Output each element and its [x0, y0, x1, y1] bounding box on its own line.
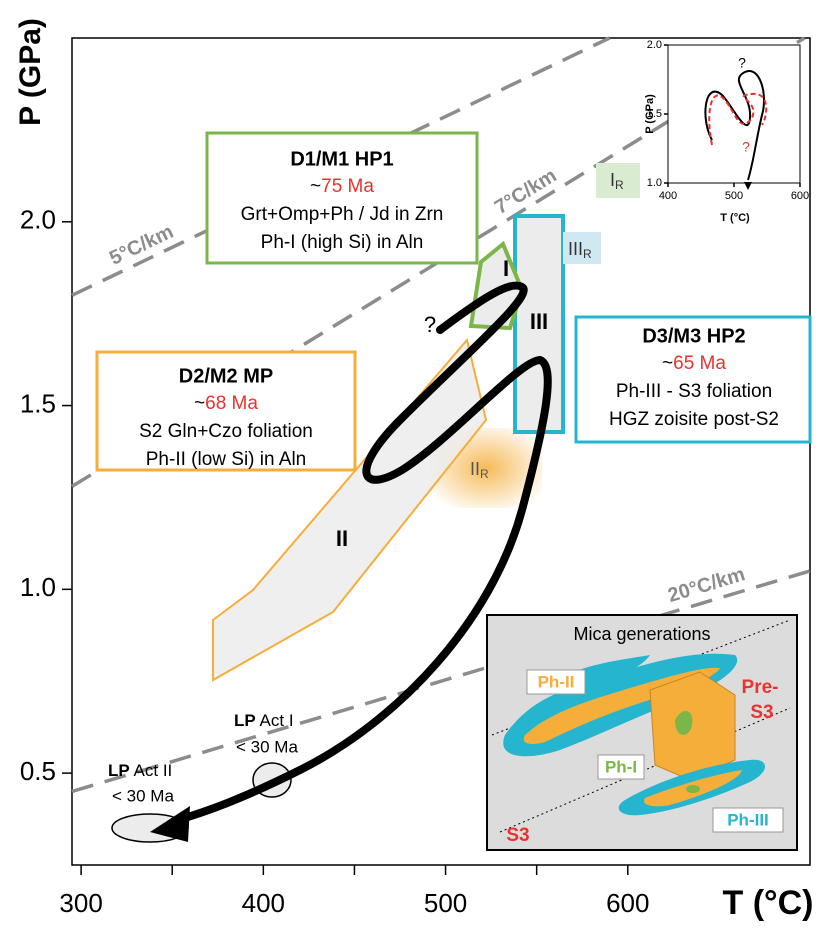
- lp-text: Act I: [260, 711, 294, 730]
- figure: 5°C/km7°C/km20°C/km I II III IIR IIIR ? …: [0, 0, 826, 928]
- mica-grain: [686, 785, 700, 793]
- lp-label: LP Act II: [108, 761, 172, 780]
- mica-title: Mica generations: [573, 624, 710, 644]
- box-age: ~68 Ma: [194, 393, 258, 414]
- mica-label: Ph-III: [727, 810, 769, 829]
- x-tick-label: 600: [791, 190, 809, 202]
- field-label: I: [503, 256, 509, 281]
- x-tick-label: 400: [242, 888, 285, 918]
- box-line: Ph-I (high Si) in Aln: [261, 232, 424, 253]
- age: 68 Ma: [205, 393, 258, 414]
- age-prefix: ~: [662, 353, 673, 374]
- box-line: HGZ zoisite post-S2: [609, 409, 779, 430]
- retro-main: III: [568, 239, 583, 259]
- box-title: D2/M2 MP: [179, 365, 273, 387]
- y-tick-label: 0.5: [20, 756, 56, 786]
- box-age: ~65 Ma: [662, 353, 726, 374]
- mica-label: Ph-II: [538, 672, 575, 691]
- x-tick-label: 400: [659, 190, 677, 202]
- age-prefix: ~: [310, 176, 321, 197]
- y-tick-label: 2.0: [647, 39, 662, 51]
- age: 75 Ma: [321, 176, 374, 197]
- inset-x-title: T (°C): [720, 212, 750, 224]
- x-tick-label: 300: [59, 888, 102, 918]
- box-line: Ph-II (low Si) in Aln: [146, 449, 307, 470]
- mica-label: S3: [506, 825, 529, 846]
- y-tick-label: 1.0: [647, 177, 662, 189]
- y-tick-label: 2.0: [20, 205, 56, 235]
- y-tick-label: 1.5: [647, 108, 662, 120]
- question-mark: ?: [424, 312, 436, 337]
- retro-sub: R: [583, 247, 592, 261]
- box-title: D3/M3 HP2: [642, 325, 745, 347]
- box-age: ~75 Ma: [310, 176, 374, 197]
- box-line: Ph-III - S3 foliation: [616, 381, 772, 402]
- lp-age: < 30 Ma: [112, 786, 174, 805]
- field-label: III: [530, 309, 548, 334]
- x-tick-label: 500: [725, 190, 743, 202]
- inset-question: ?: [742, 139, 750, 155]
- y-tick-label: 1.5: [20, 388, 56, 418]
- lp-bold: LP: [108, 761, 130, 780]
- mica-label: Ph-I: [605, 757, 637, 776]
- box-line: S2 Gln+Czo foliation: [139, 421, 313, 442]
- y-tick-label: 1.0: [20, 572, 56, 602]
- age: 65 Ma: [673, 353, 726, 374]
- lp-label: LP Act I: [234, 711, 294, 730]
- field-label: II: [336, 526, 348, 551]
- x-tick-label: 500: [424, 888, 467, 918]
- mica-label: S3: [750, 702, 773, 723]
- lp-bold: LP: [234, 711, 256, 730]
- box-title: D1/M1 HP1: [290, 148, 393, 170]
- retro-sub: R: [615, 178, 624, 192]
- x-tick-label: 600: [606, 888, 649, 918]
- retro-sub: R: [480, 467, 489, 481]
- retro-main: II: [470, 459, 480, 479]
- mica-grain: [650, 672, 735, 780]
- age-prefix: ~: [194, 393, 205, 414]
- lp-text: Act II: [134, 761, 173, 780]
- y-axis-title: P (GPa): [14, 18, 47, 126]
- lp-age: < 30 Ma: [236, 737, 298, 756]
- box-line: Grt+Omp+Ph / Jd in Zrn: [241, 204, 444, 225]
- inset-frame: [668, 45, 800, 183]
- inset-question: ?: [738, 55, 746, 71]
- mica-label: Pre-: [742, 677, 779, 698]
- x-axis-title: T (°C): [722, 884, 813, 922]
